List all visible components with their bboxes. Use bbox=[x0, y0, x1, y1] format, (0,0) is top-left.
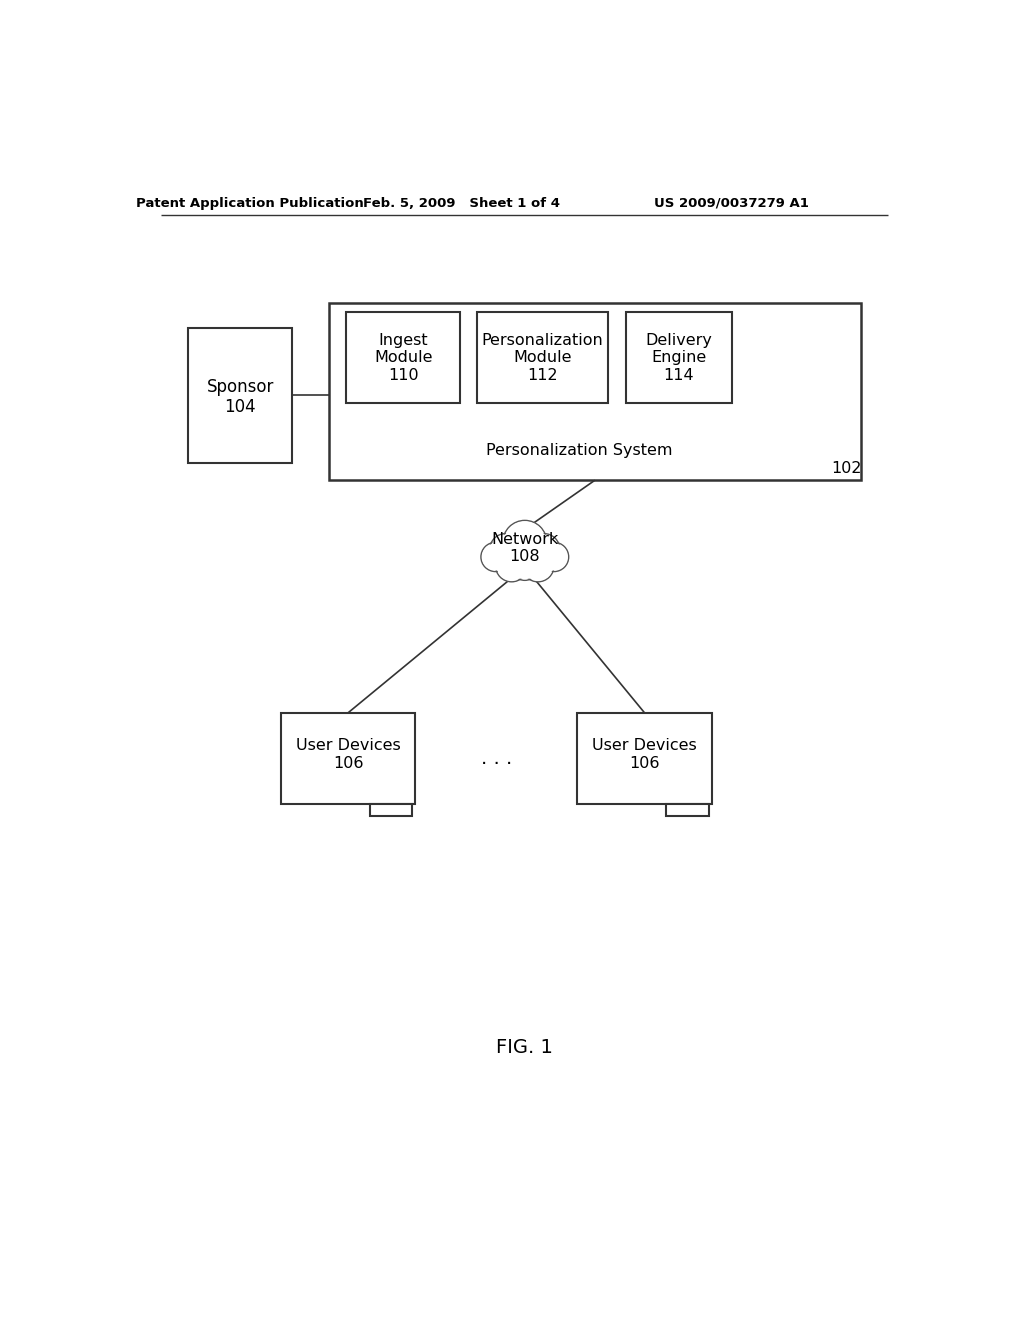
Text: Ingest
Module
110: Ingest Module 110 bbox=[374, 333, 432, 383]
Circle shape bbox=[540, 543, 568, 572]
Circle shape bbox=[481, 543, 510, 572]
Circle shape bbox=[527, 533, 560, 566]
Circle shape bbox=[496, 549, 527, 582]
Circle shape bbox=[504, 521, 546, 564]
Text: Delivery
Engine
114: Delivery Engine 114 bbox=[645, 333, 713, 383]
Circle shape bbox=[503, 520, 547, 564]
Text: US 2009/0037279 A1: US 2009/0037279 A1 bbox=[653, 197, 809, 210]
FancyBboxPatch shape bbox=[667, 804, 709, 816]
Text: Sponsor: Sponsor bbox=[207, 379, 274, 396]
Circle shape bbox=[510, 552, 540, 581]
FancyBboxPatch shape bbox=[477, 313, 608, 404]
Text: Patent Application Publication: Patent Application Publication bbox=[136, 197, 364, 210]
FancyBboxPatch shape bbox=[188, 327, 292, 462]
Circle shape bbox=[523, 550, 553, 581]
Circle shape bbox=[511, 552, 539, 579]
FancyBboxPatch shape bbox=[330, 304, 860, 480]
Circle shape bbox=[541, 544, 567, 570]
Text: 104: 104 bbox=[224, 399, 256, 417]
FancyBboxPatch shape bbox=[370, 804, 413, 816]
Text: Personalization
Module
112: Personalization Module 112 bbox=[481, 333, 603, 383]
Text: User Devices
106: User Devices 106 bbox=[592, 738, 697, 771]
Circle shape bbox=[497, 550, 526, 581]
Text: Feb. 5, 2009   Sheet 1 of 4: Feb. 5, 2009 Sheet 1 of 4 bbox=[364, 197, 560, 210]
Circle shape bbox=[528, 535, 559, 565]
Circle shape bbox=[522, 549, 554, 582]
Text: . . .: . . . bbox=[480, 748, 512, 768]
Text: Network
108: Network 108 bbox=[492, 532, 558, 564]
FancyBboxPatch shape bbox=[346, 313, 460, 404]
Circle shape bbox=[490, 535, 521, 565]
FancyBboxPatch shape bbox=[578, 713, 712, 804]
Text: Personalization System: Personalization System bbox=[486, 444, 673, 458]
Circle shape bbox=[489, 533, 522, 566]
Text: User Devices
106: User Devices 106 bbox=[296, 738, 400, 771]
Text: FIG. 1: FIG. 1 bbox=[497, 1039, 553, 1057]
FancyBboxPatch shape bbox=[626, 313, 732, 404]
FancyBboxPatch shape bbox=[281, 713, 416, 804]
Circle shape bbox=[482, 544, 509, 570]
Text: 102: 102 bbox=[831, 461, 862, 477]
